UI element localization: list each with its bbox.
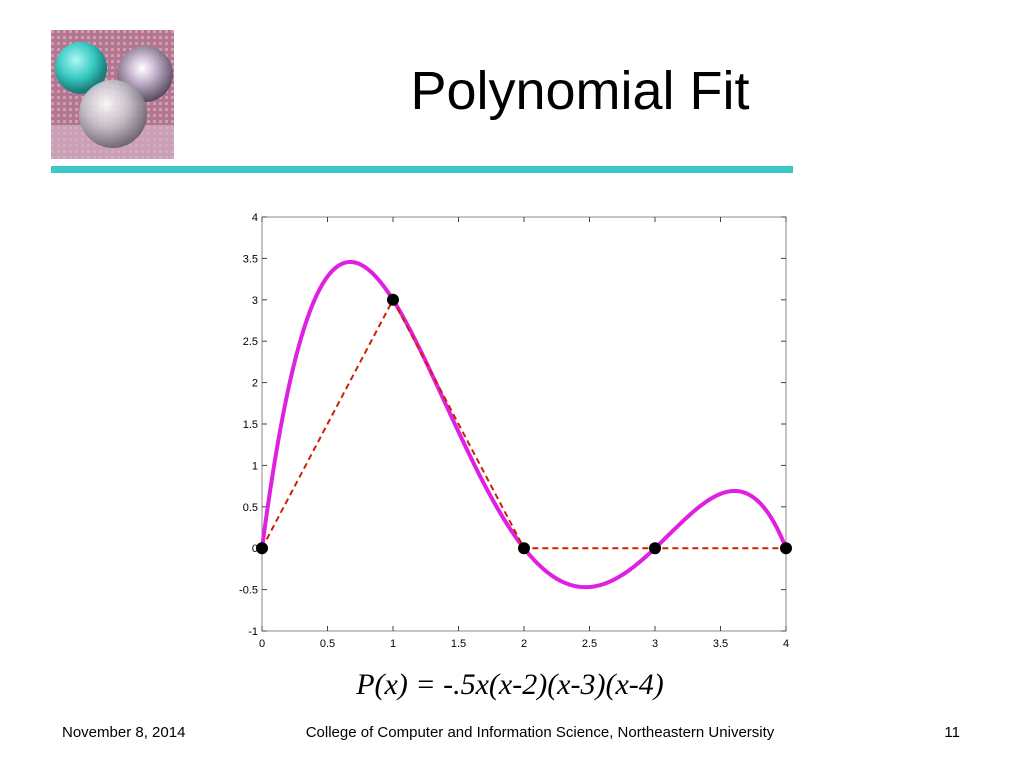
y-tick-label: 4 <box>252 212 258 224</box>
axis-tick-labels: 0 0.5 1 1.5 2 2.5 3 3.5 4 -1 -0.5 0 0.5 1 1.5 2 2.5 3 3.5 4 <box>239 212 789 650</box>
data-point <box>256 542 268 555</box>
chart-svg: 0 0.5 1 1.5 2 2.5 3 3.5 4 -1 -0.5 0 0.5 1 1.5 2 2.5 3 3.5 4 <box>239 212 792 650</box>
x-tick-label: 4 <box>783 638 789 650</box>
y-tick-label: -0.5 <box>239 585 258 597</box>
points-layer <box>256 293 792 555</box>
x-tick-label: 0.5 <box>320 638 335 650</box>
y-tick-label: 0 <box>252 543 258 555</box>
data-point <box>780 542 792 555</box>
glass-spheres-logo <box>51 30 174 159</box>
title-divider <box>51 166 793 173</box>
y-tick-label: 2 <box>252 378 258 390</box>
y-tick-label: 3.5 <box>243 253 258 265</box>
y-tick-label: 2.5 <box>243 336 258 348</box>
polynomial-curve-line <box>260 259 788 590</box>
axis-ticks <box>261 216 787 632</box>
y-tick-label: -1 <box>248 626 258 638</box>
series-layer <box>260 259 788 590</box>
data-point <box>649 542 661 555</box>
polynomial-formula: P(x) = -.5x(x-2)(x-3)(x-4) <box>356 668 664 701</box>
x-tick-label: 2.5 <box>582 638 597 650</box>
footer-page-number: 11 <box>944 724 960 741</box>
linear-interpolation-line <box>261 297 786 550</box>
y-tick-label: 1 <box>252 460 258 472</box>
polynomial-chart: 0 0.5 1 1.5 2 2.5 3 3.5 4 -1 -0.5 0 0.5 1 1.5 2 2.5 3 3.5 4 <box>230 205 810 655</box>
x-tick-label: 0 <box>259 638 265 650</box>
data-point <box>518 542 530 555</box>
plot-frame <box>261 216 787 632</box>
footer-date: November 8, 2014 <box>62 724 186 741</box>
x-tick-label: 1 <box>390 638 396 650</box>
x-tick-label: 3 <box>652 638 658 650</box>
y-tick-label: 1.5 <box>243 419 258 431</box>
data-point <box>387 293 399 306</box>
footer-institution: College of Computer and Information Scie… <box>305 724 775 741</box>
x-tick-label: 2 <box>521 638 527 650</box>
y-tick-label: 3 <box>252 295 258 307</box>
x-tick-label: 1.5 <box>451 638 466 650</box>
x-tick-label: 3.5 <box>713 638 728 650</box>
slide-title: Polynomial Fit <box>410 61 750 121</box>
y-tick-label: 0.5 <box>243 502 258 514</box>
